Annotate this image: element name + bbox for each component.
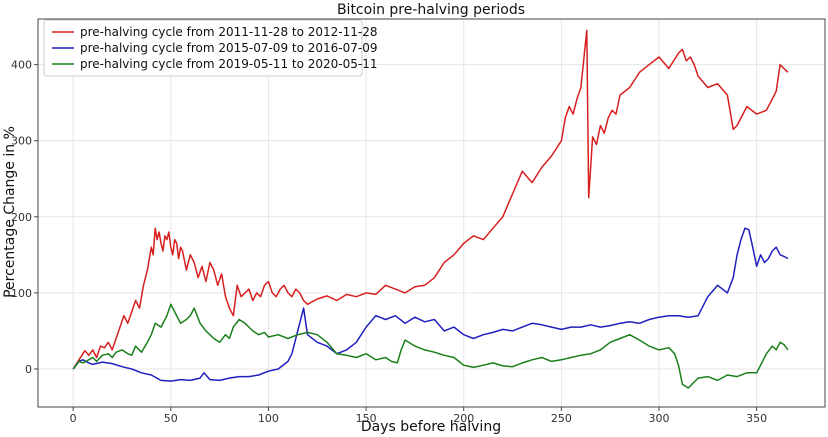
legend-entry-2: pre-halving cycle from 2015-07-09 to 201… <box>80 41 378 55</box>
x-tick-label: 250 <box>551 412 572 425</box>
series-line-2 <box>72 227 789 382</box>
ticks: 0 50 100 150 200 250 300 350 0 100 200 300 400 <box>11 59 767 425</box>
y-tick-label: 300 <box>11 135 32 148</box>
x-tick-label: 0 <box>70 412 77 425</box>
x-tick-label: 150 <box>356 412 377 425</box>
series-line-3 <box>72 303 789 389</box>
y-axis-label: Percentage Change in % <box>2 126 18 298</box>
series-line-1 <box>72 29 789 370</box>
legend-entry-1: pre-halving cycle from 2011-11-28 to 201… <box>80 25 378 39</box>
chart-title: Bitcoin pre-halving periods <box>337 2 525 18</box>
grid <box>38 19 825 407</box>
x-tick-label: 300 <box>649 412 670 425</box>
y-tick-label: 400 <box>11 59 32 72</box>
x-tick-label: 200 <box>453 412 474 425</box>
y-tick-label: 0 <box>25 363 32 376</box>
x-tick-label: 350 <box>746 412 767 425</box>
y-tick-label: 200 <box>11 211 32 224</box>
x-axis-label: Days before halving <box>361 419 501 435</box>
series-group <box>72 29 789 389</box>
plot-frame <box>37 18 826 408</box>
x-tick-label: 50 <box>164 412 178 425</box>
y-tick-label: 100 <box>11 287 32 300</box>
legend: pre-halving cycle from 2011-11-28 to 201… <box>43 19 378 77</box>
legend-box <box>43 19 363 77</box>
x-tick-label: 100 <box>258 412 279 425</box>
legend-entry-3: pre-halving cycle from 2019-05-11 to 202… <box>80 57 378 71</box>
